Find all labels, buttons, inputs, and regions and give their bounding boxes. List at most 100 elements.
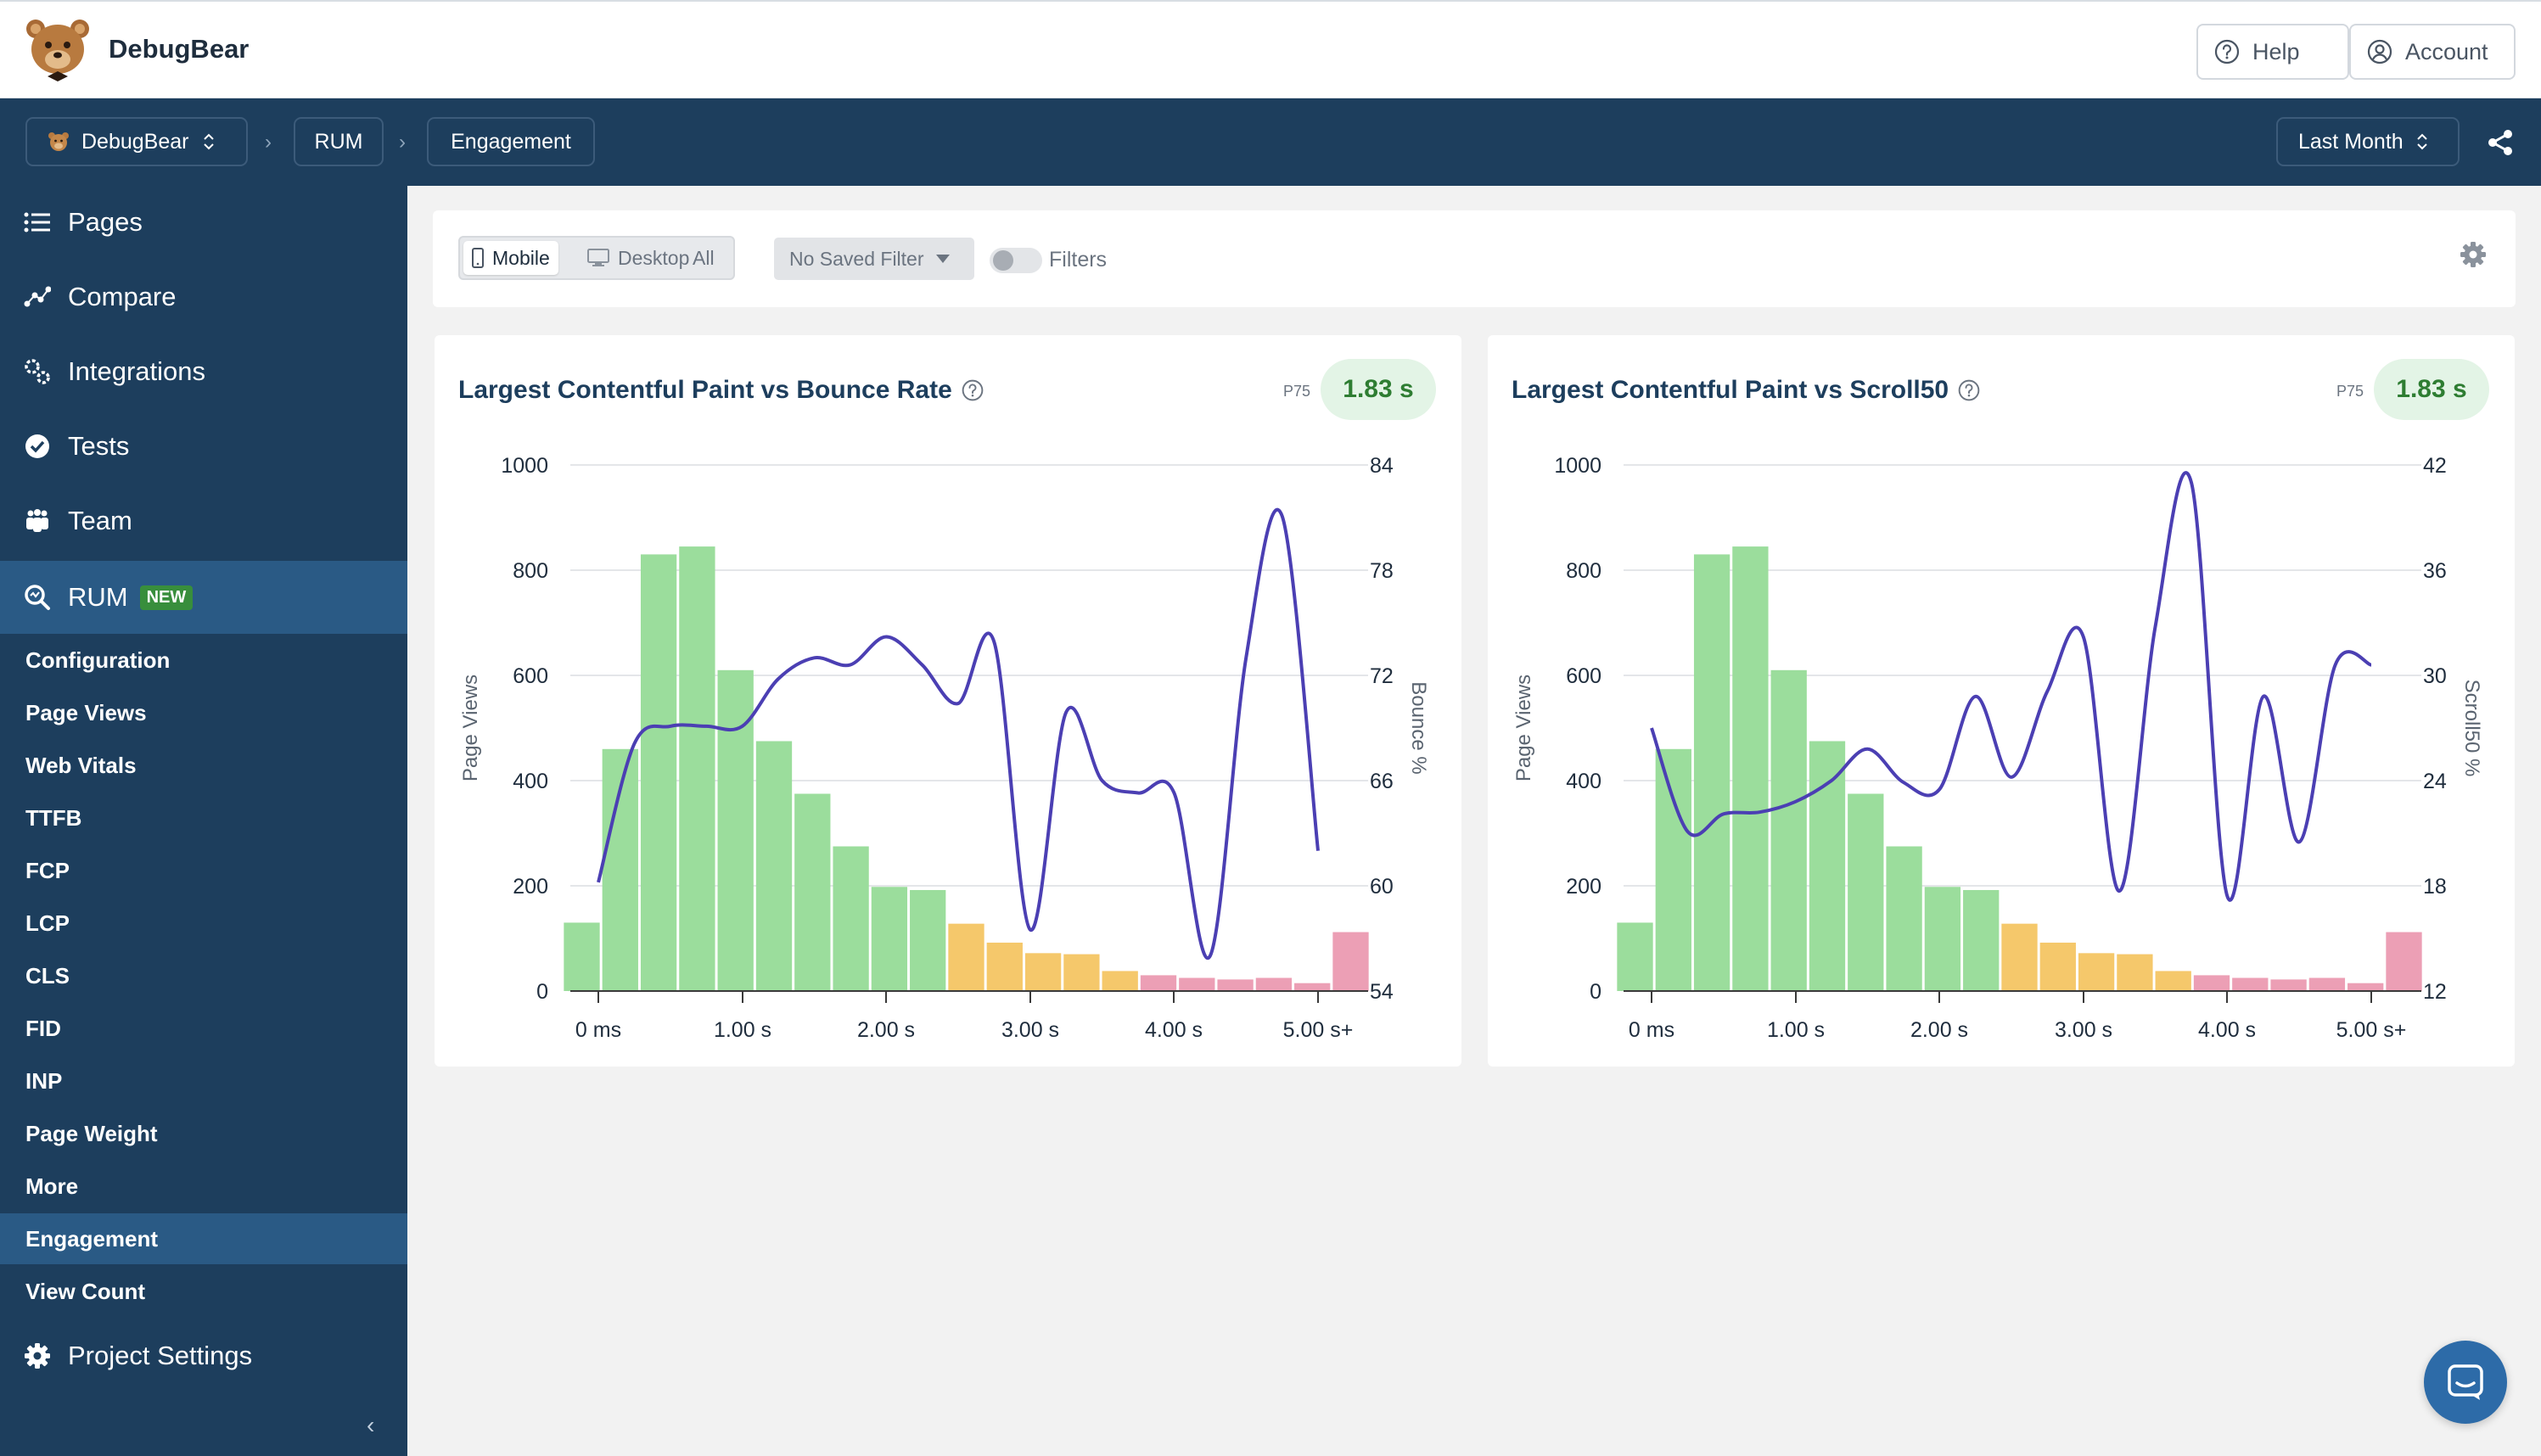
collapse-sidebar-button[interactable]: ‹ [367,1412,375,1438]
account-button[interactable]: Account [2349,24,2516,80]
sidebar-sub-lcp[interactable]: LCP [25,910,70,936]
histogram-bar [1963,889,2000,991]
filters-toggle[interactable] [990,248,1042,273]
sidebar-item-integrations[interactable]: Integrations [0,335,407,408]
sidebar: Pages Compare Integrations Tests Team [0,186,407,1456]
y2-axis-title: Bounce % [1407,681,1430,774]
sidebar-sub-engagement[interactable]: Engagement [0,1213,407,1264]
chart-settings-gear-icon[interactable] [2460,241,2487,268]
x-tick-label: 1.00 s [1767,1018,1825,1042]
x-tick-label: 3.00 s [2055,1018,2112,1042]
histogram-bar [1693,554,1730,991]
histogram-bar [2001,923,2038,991]
y2-tick-label: 54 [1370,980,1394,1004]
y-tick-label: 0 [536,980,548,1004]
sidebar-sub-page-views[interactable]: Page Views [25,699,147,725]
sidebar-sub-ttfb[interactable]: TTFB [25,804,82,831]
histogram-bar [1809,741,1846,991]
sidebar-sub-fid[interactable]: FID [25,1015,61,1041]
sidebar-sub-view-count[interactable]: View Count [25,1278,146,1304]
account-label: Account [2405,38,2488,64]
help-circle-icon[interactable] [961,378,984,402]
sidebar-sub-page-weight[interactable]: Page Weight [25,1120,158,1146]
x-tick-label: 3.00 s [1001,1018,1059,1042]
y2-tick-label: 84 [1370,454,1394,478]
engagement-line-series [597,507,1320,960]
breadcrumb-rum[interactable]: RUM [294,117,384,166]
histogram-bar [1617,922,1653,991]
histogram-bar [1255,977,1293,991]
y2-tick-label: 72 [1370,664,1394,688]
chat-launcher-button[interactable] [2424,1341,2507,1424]
sidebar-sub-configuration[interactable]: Configuration [25,647,171,673]
sidebar-sub-web-vitals[interactable]: Web Vitals [25,752,137,778]
saved-filter-dropdown[interactable]: No Saved Filter [774,238,974,280]
lcp-scroll50-chart-card: Largest Contentful Paint vs Scroll50 P75… [1488,335,2515,1067]
device-desktop-option[interactable]: Desktop [579,241,698,275]
mobile-icon [472,248,484,268]
y-tick-label: 200 [513,875,548,899]
histogram-bar [910,889,946,991]
sidebar-sub-cls[interactable]: CLS [25,962,70,988]
debugbear-logo-icon[interactable] [24,17,92,83]
chart-title: Largest Contentful Paint vs Bounce Rate [458,376,984,405]
sidebar-item-team[interactable]: Team [0,484,407,557]
sidebar-item-project-settings[interactable]: Project Settings [0,1319,407,1392]
sidebar-item-label: Tests [68,431,130,461]
histogram-bar [2347,983,2384,991]
x-tick-label: 2.00 s [1910,1018,1968,1042]
histogram-bar [871,887,908,991]
filters-label: Filters [1049,248,1108,272]
x-tick-label: 0 ms [575,1018,621,1042]
lcp-bounce-chart-card: Largest Contentful Paint vs Bounce Rate … [435,335,1461,1067]
share-icon[interactable] [2485,127,2516,158]
histogram-bar [2270,979,2307,991]
team-icon [26,509,48,532]
caret-down-icon [935,255,950,263]
y-axis-title: Page Views [1512,675,1535,781]
list-icon [24,212,50,232]
chart-title: Largest Contentful Paint vs Scroll50 [1512,376,1981,405]
histogram-bar [1024,953,1062,991]
help-circle-icon[interactable] [1957,378,1981,402]
help-button[interactable]: Help [2196,24,2349,80]
histogram-bar [1655,748,1691,991]
sidebar-item-tests[interactable]: Tests [0,410,407,483]
histogram-bar [2193,975,2230,991]
project-selector[interactable]: DebugBear [25,117,248,166]
date-range-selector[interactable]: Last Month [2276,117,2460,166]
sidebar-sub-more[interactable]: More [25,1173,79,1199]
histogram-bar [794,793,831,991]
y-tick-label: 400 [513,770,548,793]
help-label: Help [2252,38,2300,64]
top-header: DebugBear Help Account [0,0,2541,98]
sidebar-sub-fcp[interactable]: FCP [25,857,70,883]
breadcrumb-engagement[interactable]: Engagement [427,117,595,166]
lcp-scroll50-chart: 0 200 400 600 800 1000 12 18 24 30 36 42 0 ms 1.00 s 2… [1512,454,2483,1042]
device-mobile-label: Mobile [492,246,550,269]
histogram-bar [1732,546,1769,991]
histogram-bar [948,923,984,991]
device-mobile-option[interactable]: Mobile [463,241,558,275]
gear-icon [25,1343,50,1369]
help-circle-icon [2214,39,2240,64]
sidebar-item-pages[interactable]: Pages [0,186,407,259]
chevron-right-icon: › [265,131,272,154]
sidebar-item-rum[interactable]: RUM NEW [0,561,407,634]
engagement-line-series [1650,471,2372,902]
histogram-bar [1140,975,1177,991]
x-tick-label: 2.00 s [857,1018,915,1042]
histogram-bar [679,546,715,991]
sidebar-item-label: Team [68,506,132,535]
x-tick-label: 4.00 s [2198,1018,2256,1042]
histogram-bar [2039,942,2076,991]
histogram-bar [1886,846,1922,991]
histogram-bar [2078,953,2115,991]
y-tick-label: 800 [513,559,548,583]
histogram-bar [1924,887,1961,991]
sidebar-sub-inp[interactable]: INP [25,1067,63,1094]
updown-chevron-icon [204,133,215,150]
histogram-bar [2386,932,2422,991]
sidebar-item-compare[interactable]: Compare [0,260,407,333]
device-all-option[interactable]: All [693,246,715,269]
